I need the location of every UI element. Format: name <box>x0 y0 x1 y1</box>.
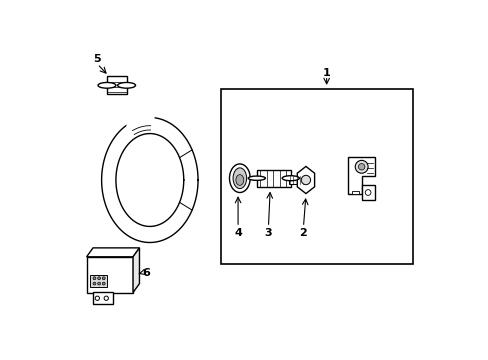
Polygon shape <box>133 248 139 293</box>
Circle shape <box>93 277 96 280</box>
Bar <box>288 176 306 184</box>
Circle shape <box>98 277 101 280</box>
Ellipse shape <box>233 168 246 189</box>
Polygon shape <box>347 157 374 194</box>
Circle shape <box>102 277 105 280</box>
Bar <box>93 292 112 304</box>
Ellipse shape <box>118 82 135 88</box>
Text: 4: 4 <box>234 228 242 238</box>
Circle shape <box>93 282 96 285</box>
Bar <box>221 89 413 264</box>
Ellipse shape <box>248 176 265 180</box>
Ellipse shape <box>98 82 116 88</box>
Polygon shape <box>297 166 314 194</box>
Circle shape <box>358 163 364 170</box>
Text: 5: 5 <box>93 54 101 64</box>
Text: 6: 6 <box>142 268 150 278</box>
Polygon shape <box>86 248 139 257</box>
Bar <box>107 76 126 94</box>
Circle shape <box>301 175 310 185</box>
Ellipse shape <box>282 176 299 181</box>
Polygon shape <box>361 185 374 200</box>
Text: 3: 3 <box>264 228 272 238</box>
Circle shape <box>354 160 367 173</box>
Circle shape <box>98 282 101 285</box>
Ellipse shape <box>235 175 244 185</box>
Bar <box>351 191 358 194</box>
Ellipse shape <box>229 164 250 193</box>
Text: 1: 1 <box>322 68 330 78</box>
Bar <box>86 257 133 293</box>
Bar <box>90 275 107 287</box>
Bar <box>256 170 290 187</box>
Circle shape <box>102 282 105 285</box>
Text: 2: 2 <box>299 228 306 238</box>
